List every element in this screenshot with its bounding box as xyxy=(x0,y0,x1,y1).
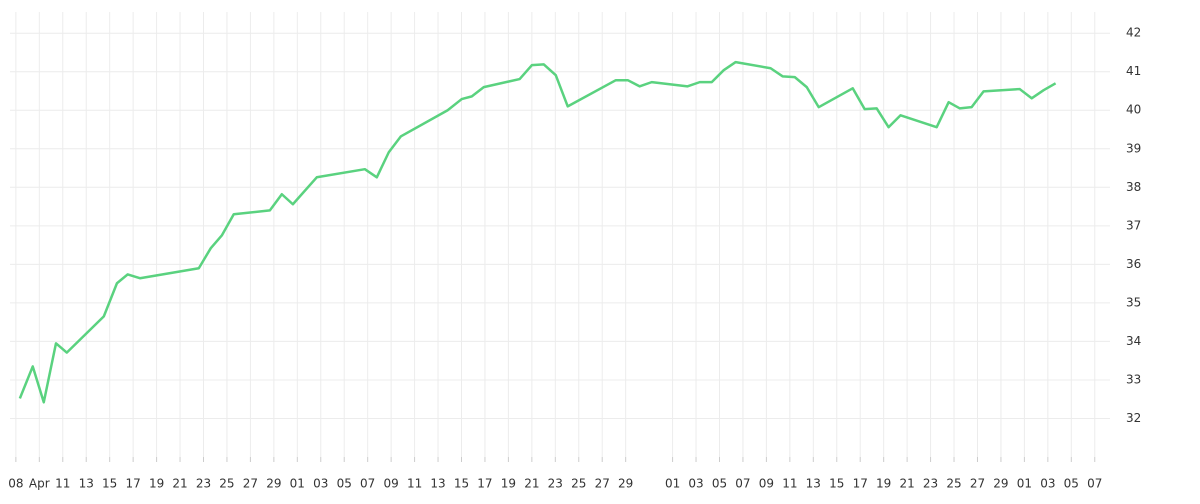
x-tick-label: 03 xyxy=(313,477,328,491)
x-tick-label: 13 xyxy=(806,477,821,491)
y-tick-label: 36 xyxy=(1126,257,1141,271)
x-tick-label: 21 xyxy=(524,477,539,491)
x-tick-label: 21 xyxy=(172,477,187,491)
y-tick-label: 34 xyxy=(1126,334,1141,348)
x-tick-label: 25 xyxy=(219,477,234,491)
x-tick-label: 29 xyxy=(266,477,281,491)
y-tick-label: 37 xyxy=(1126,218,1141,232)
x-tick-label: 01 xyxy=(1017,477,1032,491)
y-tick-label: 39 xyxy=(1126,141,1141,155)
x-tick-label: 01 xyxy=(665,477,680,491)
data-line xyxy=(18,60,1057,404)
x-tick-label: 15 xyxy=(454,477,469,491)
y-tick-label: 35 xyxy=(1126,295,1141,309)
x-tick-label: 19 xyxy=(501,477,516,491)
x-tick-label: 17 xyxy=(125,477,140,491)
x-tick-label: 13 xyxy=(79,477,94,491)
x-tick-label: 27 xyxy=(970,477,985,491)
x-tick-label: 11 xyxy=(782,477,797,491)
x-tick-label: 07 xyxy=(1087,477,1102,491)
x-tick-label: 01 xyxy=(290,477,305,491)
x-tick-label: 23 xyxy=(923,477,938,491)
x-tick-label: 05 xyxy=(1064,477,1079,491)
x-tick-label: 11 xyxy=(55,477,70,491)
x-tick-label: 07 xyxy=(735,477,750,491)
x-tick-label: 23 xyxy=(548,477,563,491)
x-tick-label: 03 xyxy=(1040,477,1055,491)
x-tick-label: 25 xyxy=(571,477,586,491)
x-tick-label: 19 xyxy=(876,477,891,491)
x-tick-label: 13 xyxy=(430,477,445,491)
x-tick-label: 21 xyxy=(899,477,914,491)
x-tick-label: 08 xyxy=(8,477,23,491)
x-tick-label: 27 xyxy=(243,477,258,491)
x-tick-label: 23 xyxy=(196,477,211,491)
x-tick-label: 17 xyxy=(477,477,492,491)
y-tick-label: 41 xyxy=(1126,64,1141,78)
y-tick-label: 32 xyxy=(1126,411,1141,425)
x-tick-label: 29 xyxy=(993,477,1008,491)
x-tick-label: 15 xyxy=(829,477,844,491)
x-tick-label: 29 xyxy=(618,477,633,491)
x-tick-label: 27 xyxy=(595,477,610,491)
y-tick-label: 33 xyxy=(1126,372,1141,386)
y-tick-label: 40 xyxy=(1126,103,1141,117)
x-tick-label: 11 xyxy=(407,477,422,491)
y-tick-label: 42 xyxy=(1126,26,1141,40)
x-tick-label: 17 xyxy=(853,477,868,491)
x-tick-label: 09 xyxy=(759,477,774,491)
x-tick-label: 05 xyxy=(712,477,727,491)
y-tick-label: 38 xyxy=(1126,180,1141,194)
x-tick-label: 19 xyxy=(149,477,164,491)
x-tick-label: 09 xyxy=(383,477,398,491)
x-tick-label: 03 xyxy=(688,477,703,491)
x-tick-label: Apr xyxy=(29,477,50,491)
x-tick-label: 15 xyxy=(102,477,117,491)
x-tick-label: 07 xyxy=(360,477,375,491)
x-tick-label: 05 xyxy=(337,477,352,491)
x-tick-label: 25 xyxy=(946,477,961,491)
